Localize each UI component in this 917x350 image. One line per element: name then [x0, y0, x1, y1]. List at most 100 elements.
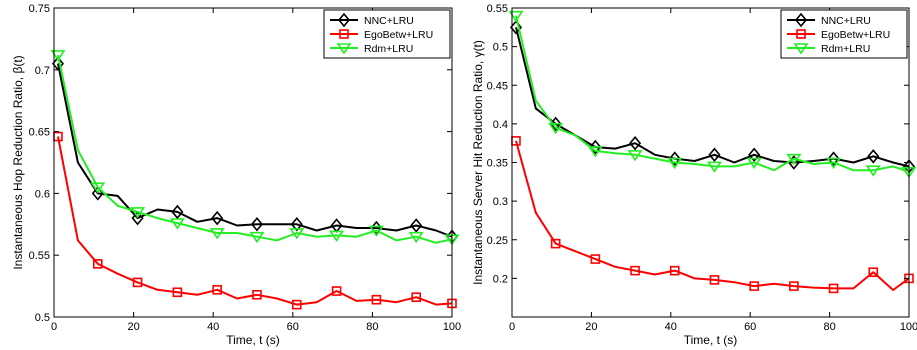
x-tick-label: 80 [823, 321, 835, 333]
series-2-point [371, 294, 382, 305]
series-1-point [250, 217, 264, 232]
series-3-point [826, 157, 842, 169]
y-tick-label: 0.35 [487, 158, 508, 170]
series-1-point [131, 210, 144, 226]
x-axis-label: Time, t (s) [226, 333, 280, 347]
series-2-point [550, 238, 561, 249]
y-tick-label: 0.4 [493, 119, 508, 131]
y-tick-label: 0.2 [493, 273, 508, 285]
x-tick-label: 80 [366, 321, 378, 333]
series-line-1 [515, 27, 909, 168]
legend: NNC+LRU EgoBetw+LRU Rdm+LRU [323, 9, 451, 59]
series-2-point [291, 299, 302, 310]
series-2-point [789, 281, 799, 291]
legend-marker [796, 29, 806, 39]
series-2-point [749, 281, 759, 291]
series-3-point [289, 228, 305, 240]
series-2-point [92, 259, 103, 269]
y-tick-label: 0.5 [35, 312, 50, 324]
series-3-point [90, 182, 106, 194]
y-tick-label: 0.7 [35, 65, 50, 77]
series-2-point [828, 283, 839, 294]
legend-marker [339, 29, 349, 39]
legend-label: EgoBetw+LRU [364, 29, 433, 41]
series-3-point [249, 231, 265, 244]
y-tick-label: 0.55 [29, 250, 50, 262]
legend-label: Rdm+LRU [364, 43, 413, 55]
series-2-point [132, 277, 143, 288]
x-tick-label: 0 [51, 321, 57, 333]
series-3-point [508, 10, 524, 23]
series-1-point [748, 147, 761, 163]
chart-panel-2: 0 20 40 60 80 100 0.2 0.25 0.3 0.35 0.4 0.45 0.5 0.55… [471, 3, 917, 347]
legend-marker [337, 12, 351, 28]
x-tick-label: 20 [585, 321, 597, 333]
y-axis-label: Instantaneous Server Hit Reduction Ratio… [471, 40, 485, 285]
series-2-point [172, 287, 183, 298]
series-2-point [669, 265, 680, 276]
series-1-point [629, 135, 642, 151]
series-2-point [709, 275, 720, 285]
legend-marker [793, 43, 809, 55]
y-tick-label: 0.55 [487, 3, 508, 15]
series-2-point [331, 286, 342, 296]
x-tick-label: 60 [287, 321, 299, 333]
legend-label: EgoBetw+LRU [821, 29, 890, 41]
y-axis-label: Instantaneous Hop Reduction Ratio, β(t) [11, 55, 25, 269]
y-tick-label: 0.65 [29, 127, 50, 139]
x-tick-label: 20 [127, 321, 139, 333]
y-tick-label: 0.3 [493, 196, 508, 208]
y-tick-label: 0.6 [35, 188, 50, 200]
series-3-point [169, 218, 185, 230]
x-tick-label: 100 [900, 321, 917, 333]
legend-label: NNC+LRU [364, 15, 414, 27]
series-line-3 [57, 54, 452, 244]
series-3-point [865, 165, 881, 177]
y-tick-label: 0.45 [487, 80, 508, 92]
x-tick-label: 100 [443, 321, 461, 333]
series-3-point [667, 157, 683, 169]
series-1-point [708, 147, 721, 163]
x-axis-label: Time, t (s) [684, 333, 738, 347]
x-tick-label: 60 [744, 321, 756, 333]
series-1-point [171, 204, 184, 220]
series-2-point [411, 292, 421, 303]
series-line-2 [57, 136, 452, 306]
y-tick-label: 0.5 [493, 42, 508, 54]
legend-label: NNC+LRU [821, 15, 871, 27]
chart-panel-1: 0 20 40 60 80 100 0.5 0.55 0.6 0.65 0.7 0.75 Time, t… [11, 3, 461, 347]
series-3-point [368, 225, 384, 237]
series-3-point [329, 230, 345, 242]
series-2-point [252, 289, 262, 300]
series-3-point [50, 50, 66, 62]
series-3-point [746, 157, 762, 169]
series-line-2 [515, 140, 909, 291]
y-tick-label: 0.75 [29, 3, 50, 15]
plot-frame [53, 7, 453, 318]
x-tick-label: 0 [509, 321, 515, 333]
series-2-point [212, 285, 222, 295]
series-2-point [590, 254, 601, 264]
y-tick-label: 0.25 [487, 235, 508, 247]
series-3-point [587, 146, 603, 158]
series-3-point [548, 122, 564, 135]
series-1-point [410, 218, 423, 233]
series-1-point [867, 149, 880, 164]
series-3-point [130, 207, 146, 219]
x-tick-label: 40 [207, 321, 219, 333]
series-1-point [509, 20, 523, 35]
series-1-point [668, 151, 681, 166]
legend: NNC+LRU EgoBetw+LRU Rdm+LRU [780, 9, 908, 59]
series-3-point [209, 228, 225, 240]
series-1-point [290, 217, 303, 232]
series-line-1 [57, 63, 452, 238]
series-2-point [630, 265, 640, 276]
legend-marker [794, 12, 808, 28]
series-3-point [408, 231, 424, 244]
legend-label: Rdm+LRU [821, 43, 870, 55]
x-tick-label: 40 [665, 321, 677, 333]
series-1-point [589, 139, 602, 155]
series-3-point [627, 149, 643, 162]
series-3-point [706, 161, 722, 173]
